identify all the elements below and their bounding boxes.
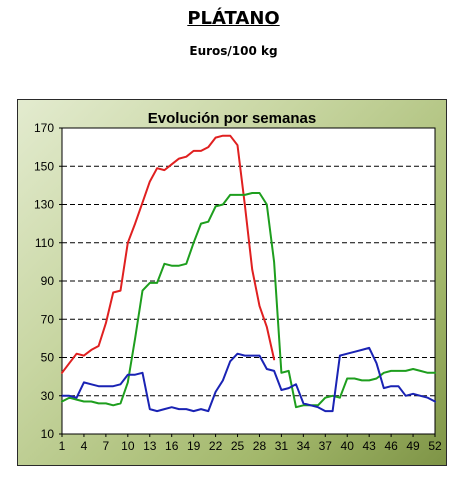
x-tick-label: 7 bbox=[103, 439, 110, 453]
y-tick-label: 130 bbox=[34, 198, 54, 212]
page-subtitle: Euros/100 kg bbox=[189, 44, 278, 58]
y-tick-label: 150 bbox=[34, 159, 54, 173]
x-tick-label: 25 bbox=[231, 439, 245, 453]
x-tick-label: 4 bbox=[81, 439, 88, 453]
x-tick-label: 34 bbox=[297, 439, 311, 453]
x-tick-label: 19 bbox=[187, 439, 201, 453]
x-tick-label: 40 bbox=[341, 439, 355, 453]
y-tick-label: 10 bbox=[41, 427, 55, 441]
x-tick-label: 1 bbox=[59, 439, 66, 453]
x-tick-label: 13 bbox=[143, 439, 157, 453]
y-tick-label: 170 bbox=[34, 121, 54, 135]
x-tick-label: 43 bbox=[362, 439, 376, 453]
y-tick-label: 90 bbox=[41, 274, 55, 288]
axis-labels: 10 30 50 70 90 110 130 150 170 1 4 7 10 13 16 19 22 25 28 3… bbox=[34, 121, 442, 453]
series-line-1 bbox=[61, 134, 276, 374]
y-tick-label: 50 bbox=[41, 351, 55, 365]
series-line-3 bbox=[61, 346, 436, 413]
x-tick-label: 22 bbox=[209, 439, 223, 453]
x-tick-label: 16 bbox=[165, 439, 179, 453]
x-tick-label: 10 bbox=[121, 439, 135, 453]
y-tick-label: 110 bbox=[35, 236, 54, 250]
y-tick-label: 70 bbox=[41, 312, 55, 326]
x-tick-label: 31 bbox=[275, 439, 289, 453]
y-tick-label: 30 bbox=[41, 389, 55, 403]
x-tick-label: 37 bbox=[319, 439, 333, 453]
page-title: PLÁTANO bbox=[187, 8, 280, 29]
x-tick-label: 28 bbox=[253, 439, 267, 453]
x-tick-label: 46 bbox=[384, 439, 398, 453]
chart-title: Evolución por semanas bbox=[148, 110, 316, 127]
x-tick-label: 52 bbox=[428, 439, 442, 453]
series-layer bbox=[61, 134, 436, 413]
x-tick-label: 49 bbox=[406, 439, 420, 453]
series-line-2 bbox=[61, 192, 436, 409]
